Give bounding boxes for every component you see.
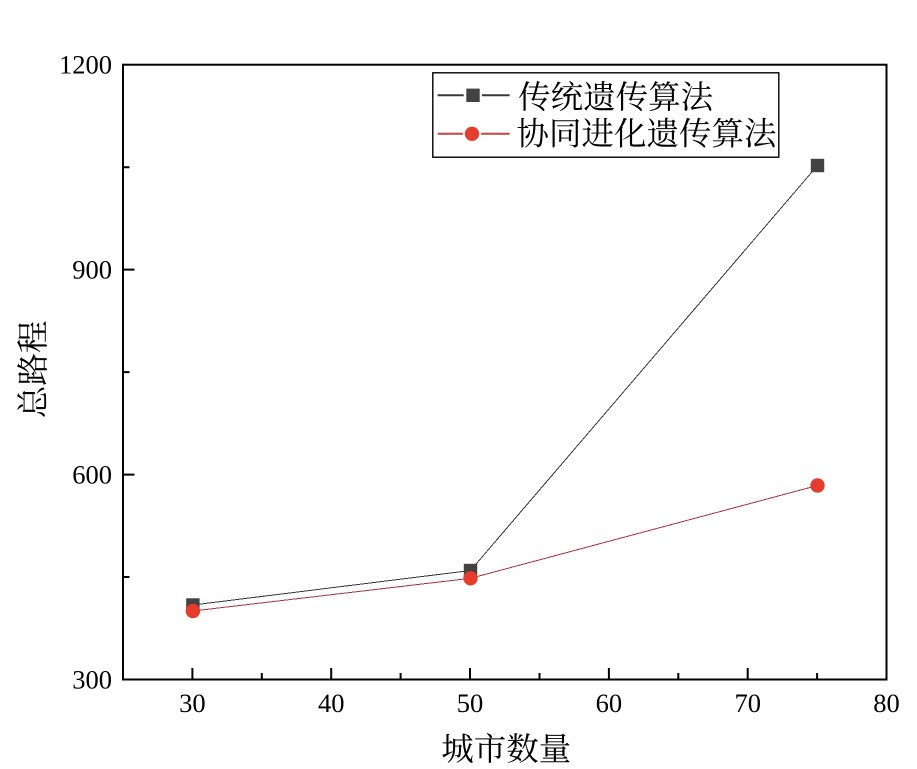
svg-text:1200: 1200 xyxy=(59,50,112,80)
svg-text:80: 80 xyxy=(873,688,900,718)
svg-text:70: 70 xyxy=(734,688,761,718)
svg-text:50: 50 xyxy=(457,688,484,718)
svg-text:40: 40 xyxy=(318,688,345,718)
svg-text:600: 600 xyxy=(72,459,112,489)
svg-text:30: 30 xyxy=(179,688,206,718)
svg-text:900: 900 xyxy=(72,254,112,284)
svg-text:60: 60 xyxy=(596,688,623,718)
svg-text:300: 300 xyxy=(72,664,112,694)
